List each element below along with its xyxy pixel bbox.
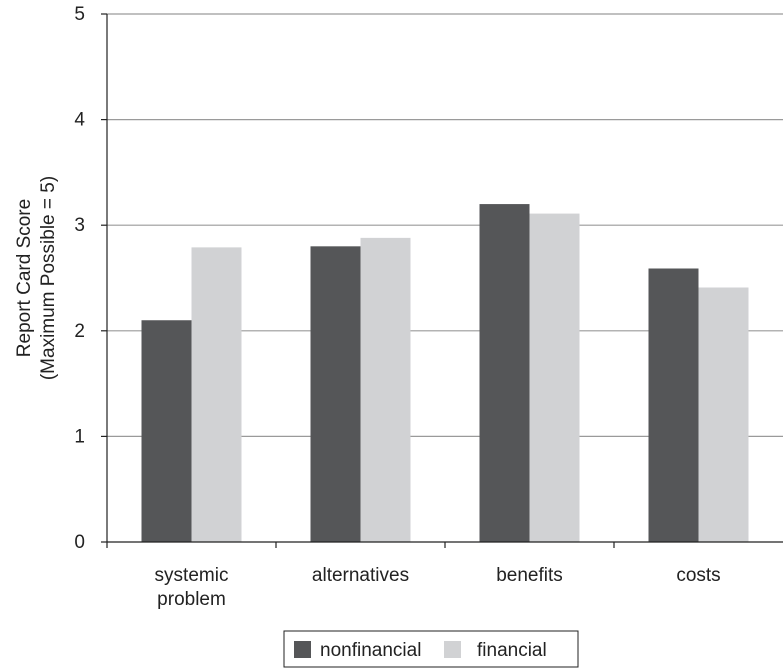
y-axis-title-text: Report Card Score (Maximum Possible = 5) xyxy=(14,176,59,380)
x-tick-label: costs xyxy=(676,565,720,586)
legend: nonfinancial financial xyxy=(283,630,579,668)
x-tick-label: benefits xyxy=(496,565,563,586)
legend-swatch-financial xyxy=(444,641,461,658)
x-tick-label: alternatives xyxy=(312,565,409,586)
y-tick-labels: 0 1 2 3 4 5 xyxy=(74,4,85,553)
legend-box xyxy=(283,630,579,668)
y-axis-title: Report Card Score (Maximum Possible = 5) xyxy=(14,176,59,380)
x-tick-label: systemic problem xyxy=(155,565,229,610)
bar-financial xyxy=(529,213,580,543)
legend-swatch-nonfinancial xyxy=(294,641,311,658)
bar-financial xyxy=(191,247,242,542)
legend-label-financial: financial xyxy=(477,640,547,661)
bar-nonfinancial xyxy=(648,268,699,542)
y-tick-label: 4 xyxy=(74,110,85,131)
y-tick-label: 5 xyxy=(74,4,85,25)
bar-financial xyxy=(360,237,411,542)
y-tick-label: 0 xyxy=(74,532,85,553)
legend-label-nonfinancial: nonfinancial xyxy=(320,640,421,661)
bar-nonfinancial xyxy=(141,320,192,542)
bar-financial xyxy=(698,287,749,542)
x-tick-labels: systemic problem alternatives benefits costs xyxy=(155,565,721,610)
bar-nonfinancial xyxy=(479,204,530,542)
bars xyxy=(141,204,749,543)
y-tick-label: 1 xyxy=(74,426,85,447)
y-tick-label: 2 xyxy=(74,321,85,342)
axes xyxy=(101,13,783,548)
y-tick-label: 3 xyxy=(74,215,85,236)
bar-nonfinancial xyxy=(310,246,361,542)
